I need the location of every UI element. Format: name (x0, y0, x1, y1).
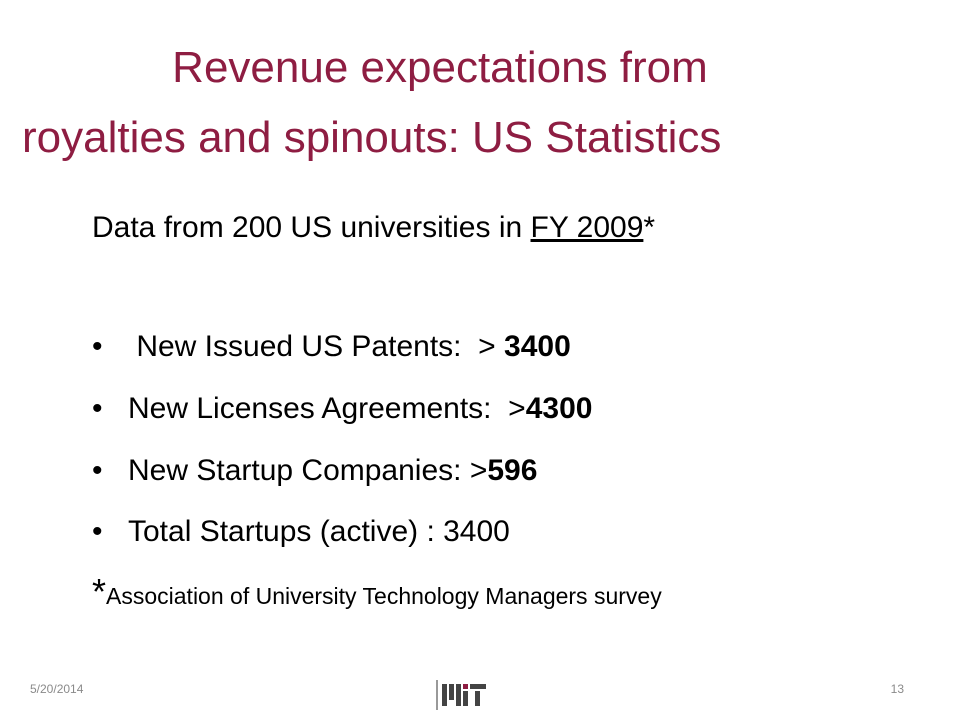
bullet-text: New Startup Companies: > (128, 454, 488, 487)
logo (436, 680, 486, 710)
bullet-dot: • (92, 392, 103, 425)
intro-underlined: FY 2009 (530, 211, 644, 244)
intro-suffix: * (643, 211, 656, 244)
title-line: Revenue expectations from (172, 43, 708, 92)
footer-page: 13 (890, 682, 904, 696)
footnote-text: Association of University Technology Man… (106, 583, 662, 609)
bullet: Total Startups (active) : 3400 (128, 517, 510, 547)
bullet-dot: • (92, 454, 103, 487)
title-line: royalties and spinouts: US Statistics (22, 113, 722, 162)
bullet-dot: • (92, 330, 103, 363)
intro: Data from 200 US universities in FY 2009… (92, 213, 655, 243)
footer-date: 5/20/2014 (30, 682, 84, 696)
bullet-dot: • (92, 515, 103, 548)
footnote-mark: * (92, 571, 107, 612)
bullet-text: New Issued US Patents: > (128, 330, 505, 363)
bullet-bold: 596 (487, 454, 538, 487)
bullet: New Licenses Agreements: >4300 (128, 394, 592, 424)
footnote: *Association of University Technology Ma… (92, 574, 662, 610)
bullet-bold: 4300 (525, 392, 593, 425)
bullet: New Startup Companies: >596 (128, 456, 537, 486)
bullet-text: Total Startups (active) : 3400 (128, 515, 510, 548)
bullet-text: New Licenses Agreements: > (128, 392, 526, 425)
intro-text: Data from 200 US universities in (92, 211, 531, 244)
bullet: New Issued US Patents: > 3400 (128, 330, 571, 363)
bullet-bold: 3400 (504, 330, 571, 363)
